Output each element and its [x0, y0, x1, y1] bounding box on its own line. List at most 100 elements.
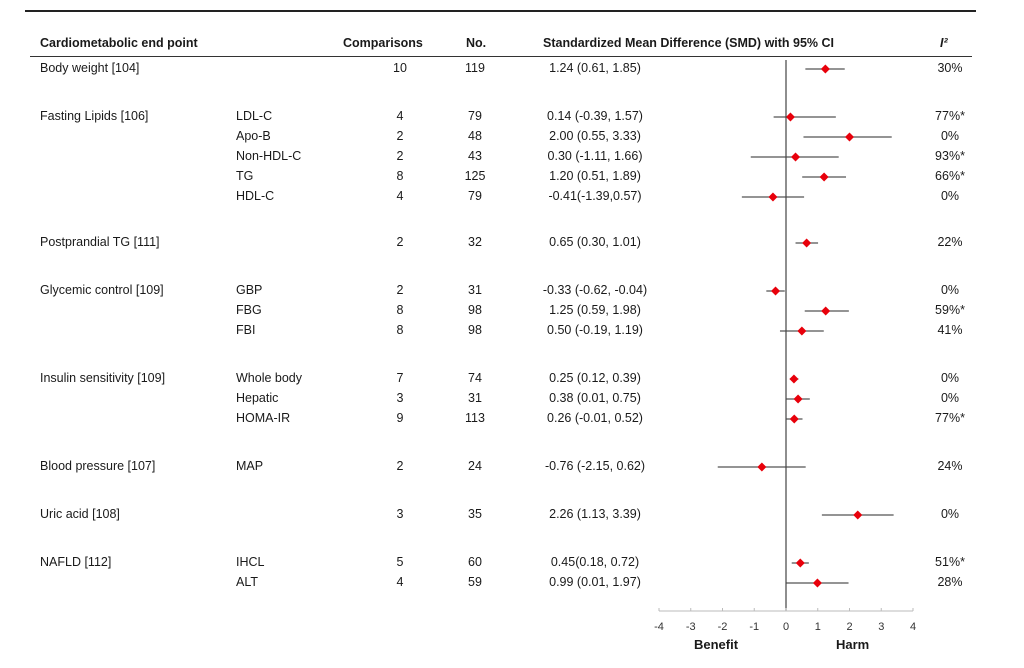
header-endpoint: Cardiometabolic end point: [40, 36, 198, 50]
smd-value: 0.14 (-0.39, 1.57): [547, 109, 643, 123]
header-i2: I²: [940, 36, 948, 50]
point-estimate-marker: [793, 394, 803, 404]
subgroup-label: Apo-B: [236, 129, 271, 143]
smd-value: 0.45(0.18, 0.72): [550, 555, 640, 569]
subgroup-label: IHCL: [236, 555, 265, 569]
comparisons-value: 2: [396, 149, 404, 163]
point-estimate-marker: [757, 462, 767, 472]
subgroup-label: FBI: [236, 323, 256, 337]
comparisons-value: 2: [396, 129, 404, 143]
smd-value: 0.99 (0.01, 1.97): [549, 575, 641, 589]
endpoint-label: Blood pressure [107]: [40, 459, 156, 473]
comparisons-value: 4: [396, 109, 404, 123]
n-value: 24: [468, 459, 482, 473]
subgroup-label: Whole body: [236, 371, 303, 385]
x-tick-label: 4: [910, 621, 916, 633]
i2-value: 28%: [937, 575, 963, 589]
n-value: 79: [468, 109, 482, 123]
point-estimate-marker: [853, 510, 863, 520]
smd-value: 0.25 (0.12, 0.39): [549, 371, 641, 385]
n-value: 119: [465, 61, 485, 75]
comparisons-value: 2: [396, 235, 404, 249]
i2-value: 59%*: [935, 303, 965, 317]
x-tick-label: -3: [686, 621, 696, 633]
comparisons-value: 8: [396, 323, 404, 337]
subgroup-label: HOMA-IR: [236, 411, 291, 425]
smd-value: 1.20 (0.51, 1.89): [549, 169, 641, 183]
comparisons-value: 8: [396, 169, 404, 183]
smd-value: -0.41(-1.39,0.57): [548, 189, 642, 203]
n-value: 79: [468, 189, 482, 203]
header-no: No.: [466, 36, 487, 50]
i2-value: 30%: [937, 61, 963, 75]
n-value: 35: [468, 507, 482, 521]
x-tick-label: 2: [846, 621, 852, 633]
n-value: 113: [465, 411, 485, 425]
n-value: 59: [468, 575, 482, 589]
header-comparisons: Comparisons: [343, 36, 423, 50]
i2-value: 22%: [937, 235, 963, 249]
subgroup-label: Hepatic: [236, 391, 279, 405]
point-estimate-marker: [820, 64, 830, 74]
smd-value: 0.30 (-1.11, 1.66): [547, 149, 643, 163]
point-estimate-marker: [821, 306, 831, 316]
i2-value: 0%: [940, 507, 960, 521]
x-tick-label: -1: [749, 621, 759, 633]
n-value: 98: [468, 323, 482, 337]
comparisons-value: 8: [396, 303, 404, 317]
axis-label-benefit: Benefit: [694, 637, 739, 652]
smd-value: 0.26 (-0.01, 0.52): [547, 411, 643, 425]
smd-value: 2.26 (1.13, 3.39): [549, 507, 641, 521]
n-value: 98: [468, 303, 482, 317]
n-value: 74: [468, 371, 482, 385]
endpoint-label: Insulin sensitivity [109]: [40, 371, 166, 385]
point-estimate-marker: [812, 578, 822, 588]
i2-value: 51%*: [935, 555, 965, 569]
point-estimate-marker: [795, 558, 805, 568]
point-estimate-marker: [785, 112, 795, 122]
i2-value: 77%*: [935, 109, 965, 123]
subgroup-label: ALT: [236, 575, 258, 589]
comparisons-value: 2: [396, 459, 404, 473]
point-estimate-marker: [819, 172, 829, 182]
point-estimate-marker: [768, 192, 778, 202]
n-value: 60: [468, 555, 482, 569]
i2-value: 93%*: [935, 149, 965, 163]
i2-value: 77%*: [935, 411, 965, 425]
comparisons-value: 2: [396, 283, 404, 297]
comparisons-value: 9: [396, 411, 404, 425]
subgroup-label: FBG: [236, 303, 262, 317]
smd-value: 0.50 (-0.19, 1.19): [547, 323, 643, 337]
i2-value: 0%: [940, 189, 960, 203]
n-value: 48: [468, 129, 482, 143]
smd-value: -0.76 (-2.15, 0.62): [544, 459, 646, 473]
i2-value: 0%: [940, 283, 960, 297]
endpoint-label: Fasting Lipids [106]: [40, 109, 149, 123]
subgroup-label: Non-HDL-C: [236, 149, 302, 163]
smd-value: 1.25 (0.59, 1.98): [549, 303, 641, 317]
point-estimate-marker: [845, 132, 854, 142]
x-tick-label: 3: [878, 621, 884, 633]
axis-label-harm: Harm: [836, 637, 870, 652]
n-value: 43: [468, 149, 482, 163]
top-rule: [25, 10, 976, 12]
point-estimate-marker: [797, 326, 807, 336]
endpoint-label: NAFLD [112]: [40, 555, 112, 569]
subgroup-label: GBP: [236, 283, 263, 297]
x-tick-label: 1: [815, 621, 821, 633]
point-estimate-marker: [789, 414, 799, 424]
comparisons-value: 4: [396, 189, 404, 203]
smd-value: 0.38 (0.01, 0.75): [549, 391, 641, 405]
comparisons-value: 5: [396, 555, 404, 569]
x-tick-label: -4: [654, 621, 664, 633]
comparisons-value: 7: [396, 371, 404, 385]
endpoint-label: Postprandial TG [111]: [40, 235, 160, 249]
smd-value: -0.33 (-0.62, -0.04): [542, 283, 648, 297]
i2-value: 0%: [940, 391, 960, 405]
point-estimate-marker: [791, 152, 801, 162]
i2-value: 66%*: [935, 169, 965, 183]
header-smd: Standardized Mean Difference (SMD) with …: [543, 36, 835, 50]
n-value: 31: [468, 283, 482, 297]
i2-value: 41%: [937, 323, 963, 337]
